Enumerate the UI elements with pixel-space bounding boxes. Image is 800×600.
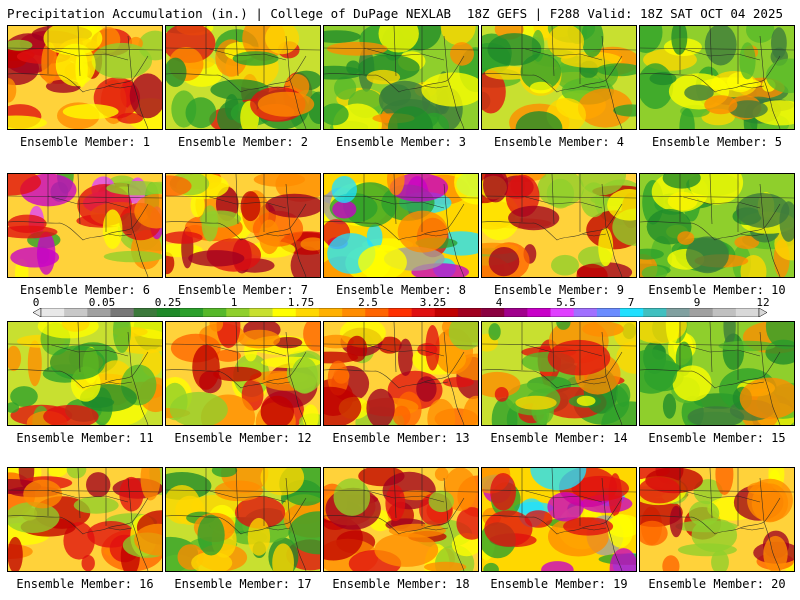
ensemble-panel	[7, 321, 163, 426]
colorbar-tick-label: 7	[627, 296, 635, 309]
colorbar-cell	[712, 308, 737, 317]
ensemble-panel	[165, 173, 321, 278]
ensemble-panel	[7, 173, 163, 278]
ensemble-member-label: Ensemble Member: 5	[651, 135, 783, 149]
ensemble-panel	[481, 321, 637, 426]
ensemble-panel	[481, 173, 637, 278]
colorbar-cell	[179, 308, 204, 317]
colorbar-cell	[689, 308, 713, 317]
colorbar-tick-label: 4	[495, 296, 503, 309]
ensemble-member-label: Ensemble Member: 20	[648, 577, 786, 591]
colorbar-tick-label: 1	[230, 296, 238, 309]
ensemble-panel	[323, 321, 479, 426]
ensemble-member-label: Ensemble Member: 13	[332, 431, 470, 445]
colorbar-tick-label: 5.5	[556, 296, 576, 309]
ensemble-member-label: Ensemble Member: 18	[332, 577, 470, 591]
ensemble-panel	[639, 321, 795, 426]
colorbar-tick-label: 0	[32, 296, 40, 309]
colorbar-cell	[365, 308, 389, 317]
ensemble-member-label: Ensemble Member: 8	[335, 283, 467, 297]
colorbar-tick-label: 12	[756, 296, 770, 309]
ensemble-member-label: Ensemble Member: 2	[177, 135, 309, 149]
color-scale-bar	[33, 308, 767, 317]
ensemble-member-label: Ensemble Member: 15	[648, 431, 786, 445]
ensemble-member-label: Ensemble Member: 19	[490, 577, 628, 591]
ensemble-member-label: Ensemble Member: 1	[19, 135, 151, 149]
colorbar-cell	[318, 308, 343, 317]
ensemble-panel	[165, 321, 321, 426]
colorbar-cell	[342, 308, 366, 317]
ensemble-member-label: Ensemble Member: 17	[174, 577, 312, 591]
colorbar-tick-label: 0.05	[88, 296, 116, 309]
ensemble-member-label: Ensemble Member: 6	[19, 283, 151, 297]
colorbar-cell	[666, 308, 690, 317]
ensemble-panel	[639, 173, 795, 278]
colorbar-tick-label: 9	[693, 296, 701, 309]
colorbar-cell	[573, 308, 598, 317]
colorbar-cell	[226, 308, 250, 317]
colorbar-cell	[64, 308, 88, 317]
ensemble-member-label: Ensemble Member: 11	[16, 431, 154, 445]
colorbar-cell	[434, 308, 459, 317]
ensemble-panel	[165, 25, 321, 130]
ensemble-member-label: Ensemble Member: 14	[490, 431, 628, 445]
colorbar-cell	[620, 308, 644, 317]
colorbar-cell	[643, 308, 667, 317]
colorbar-cell	[110, 308, 134, 317]
ensemble-member-label: Ensemble Member: 7	[177, 283, 309, 297]
ensemble-panel	[323, 173, 479, 278]
colorbar-cell	[295, 308, 320, 317]
colorbar-cell	[87, 308, 111, 317]
colorbar-cell	[596, 308, 621, 317]
colorbar-cell	[249, 308, 273, 317]
ensemble-panel	[481, 25, 637, 130]
colorbar-cell	[203, 308, 227, 317]
colorbar-cell	[550, 308, 575, 317]
ensemble-member-label: Ensemble Member: 4	[493, 135, 625, 149]
colorbar-cell	[504, 308, 528, 317]
ensemble-member-label: Ensemble Member: 10	[648, 283, 786, 297]
colorbar-tick-label: 1.75	[287, 296, 315, 309]
colorbar-cell	[735, 308, 760, 317]
colorbar-tick-label: 3.25	[419, 296, 447, 309]
ensemble-panel	[323, 25, 479, 130]
colorbar-tick-label: 2.5	[358, 296, 378, 309]
page-title: Precipitation Accumulation (in.) | Colle…	[7, 6, 452, 21]
colorbar-cell	[133, 308, 158, 317]
ensemble-panel	[323, 467, 479, 572]
colorbar-cell	[527, 308, 551, 317]
ensemble-panel	[7, 467, 163, 572]
colorbar-cell	[481, 308, 505, 317]
colorbar-arrow-right	[758, 308, 767, 317]
colorbar-cell	[388, 308, 412, 317]
colorbar-cell	[41, 308, 65, 317]
ensemble-member-label: Ensemble Member: 12	[174, 431, 312, 445]
ensemble-panel	[165, 467, 321, 572]
colorbar-tick-label: 0.25	[154, 296, 182, 309]
run-valid-time: 18Z GEFS | F288 Valid: 18Z SAT OCT 04 20…	[466, 6, 783, 21]
colorbar-cell	[411, 308, 436, 317]
ensemble-panel	[639, 25, 795, 130]
ensemble-panel	[481, 467, 637, 572]
ensemble-member-label: Ensemble Member: 3	[335, 135, 467, 149]
colorbar-cell	[156, 308, 181, 317]
colorbar-arrow-left	[33, 308, 42, 317]
colorbar-cell	[272, 308, 297, 317]
colorbar-cell	[457, 308, 482, 317]
ensemble-panel	[639, 467, 795, 572]
ensemble-member-label: Ensemble Member: 16	[16, 577, 154, 591]
ensemble-member-label: Ensemble Member: 9	[493, 283, 625, 297]
ensemble-panel	[7, 25, 163, 130]
